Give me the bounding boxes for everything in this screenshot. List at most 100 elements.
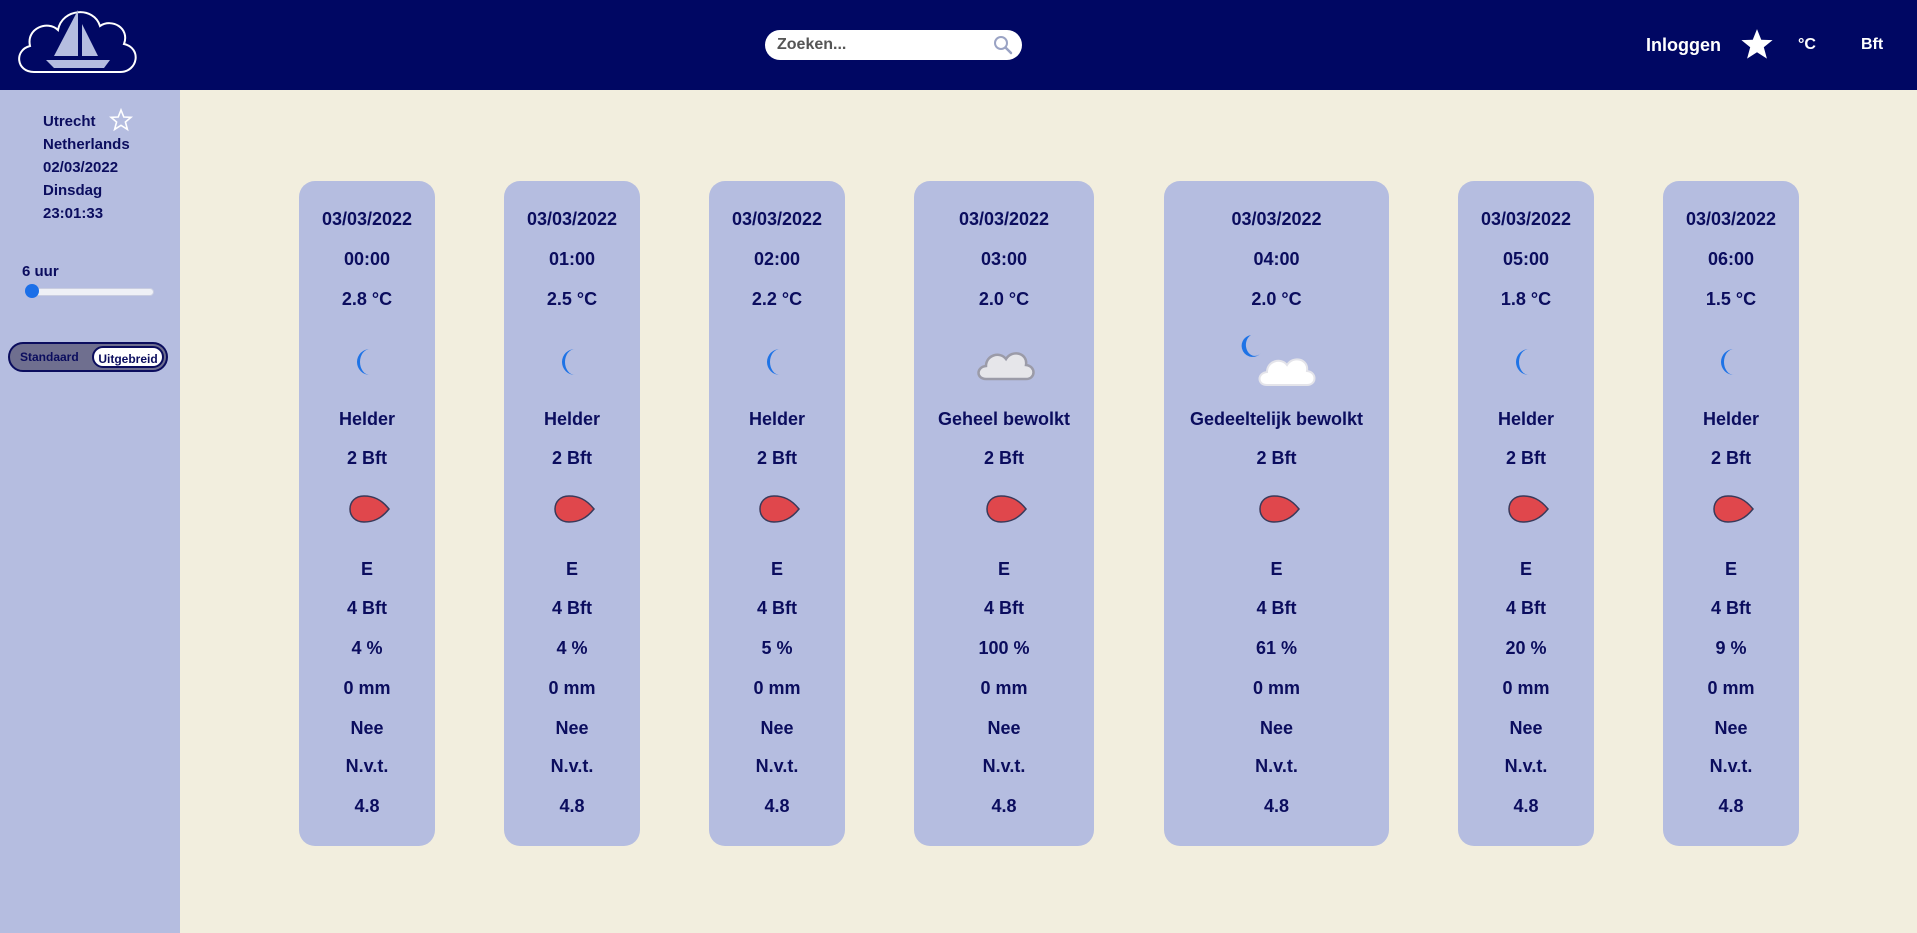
forecast-cloud-cover: 61 % <box>1255 638 1298 658</box>
forecast-cloud-cover: 4 % <box>556 638 588 658</box>
forecast-extra: N.v.t. <box>982 756 1026 776</box>
forecast-condition: Helder <box>338 409 396 429</box>
wind-direction-icon <box>1508 495 1549 523</box>
forecast-precipitation: 0 mm <box>343 678 391 698</box>
forecast-temperature: 1.5 °C <box>1705 289 1757 309</box>
forecast-time: 04:00 <box>1253 249 1300 269</box>
forecast-gust-force: 4 Bft <box>1711 598 1751 618</box>
forecast-extra: N.v.t. <box>1255 756 1298 776</box>
search-icon[interactable] <box>992 34 1014 56</box>
moon-icon <box>562 349 575 375</box>
sidebar: Utrecht Netherlands 02/03/2022 Dinsdag 2… <box>0 90 180 933</box>
forecast-wind-force: 2 Bft <box>757 448 797 468</box>
wind-direction-icon <box>1258 495 1300 523</box>
forecast-cloud-cover: 9 % <box>1715 638 1747 658</box>
forecast-extra: N.v.t. <box>1709 756 1753 776</box>
forecast-condition: Helder <box>748 409 806 429</box>
forecast-card: 03/03/2022 00:00 2.8 °C Helder 2 Bft E 4 Bft 4 … <box>299 181 435 846</box>
forecast-extra: N.v.t. <box>1504 756 1548 776</box>
forecast-precipitation: 0 mm <box>980 678 1028 698</box>
wind-direction-icon <box>349 495 390 523</box>
wind-direction-icon <box>986 495 1027 523</box>
wind-direction-icon <box>1713 495 1754 523</box>
forecast-value: 4.8 <box>354 796 380 816</box>
forecast-condition: Gedeeltelijk bewolkt <box>1189 409 1364 429</box>
forecast-cloud-cover: 5 % <box>761 638 793 658</box>
forecast-wind-force: 2 Bft <box>1506 448 1546 468</box>
forecast-time: 03:00 <box>980 249 1028 269</box>
forecast-precipitation: 0 mm <box>1707 678 1755 698</box>
slider-thumb[interactable] <box>25 284 39 298</box>
forecast-value: 4.8 <box>991 796 1017 816</box>
forecast-temperature: 2.0 °C <box>978 289 1030 309</box>
forecast-snow: Nee <box>1259 718 1294 738</box>
star-outline-icon[interactable] <box>109 108 133 132</box>
current-time: 23:01:33 <box>43 205 104 222</box>
forecast-time: 05:00 <box>1502 249 1550 269</box>
forecast-condition: Helder <box>543 409 601 429</box>
forecast-snow: Nee <box>1714 718 1748 738</box>
moon-icon <box>767 349 780 375</box>
moon-icon <box>1721 349 1734 375</box>
toggle-extended[interactable]: Uitgebreid <box>92 346 164 368</box>
forecast-gust-force: 4 Bft <box>757 598 797 618</box>
forecast-time: 00:00 <box>343 249 391 269</box>
forecast-temperature: 2.5 °C <box>546 289 598 309</box>
forecast-date: 03/03/2022 <box>1231 209 1322 229</box>
forecast-cloud-cover: 20 % <box>1505 638 1547 658</box>
unit-wind-toggle[interactable]: Bft <box>1861 36 1884 53</box>
forecast-date: 03/03/2022 <box>321 209 413 229</box>
top-bar: Inloggen °C Bft <box>0 0 1917 90</box>
forecast-date: 03/03/2022 <box>731 209 823 229</box>
sailboat-cloud-logo[interactable] <box>12 2 142 86</box>
login-button[interactable]: Inloggen <box>1646 34 1721 55</box>
forecast-extra: N.v.t. <box>550 756 594 776</box>
forecast-card: 03/03/2022 02:00 2.2 °C Helder 2 Bft E 4 Bft 5 … <box>709 181 845 846</box>
star-icon[interactable] <box>1740 27 1774 61</box>
forecast-precipitation: 0 mm <box>1252 678 1301 698</box>
forecast-precipitation: 0 mm <box>1502 678 1550 698</box>
moon-cloud-icon <box>1241 335 1315 386</box>
forecast-card: 03/03/2022 01:00 2.5 °C Helder 2 Bft E 4 Bft 4 … <box>504 181 640 846</box>
forecast-condition: Helder <box>1702 409 1760 429</box>
forecast-precipitation: 0 mm <box>548 678 596 698</box>
search-box <box>765 30 1022 60</box>
forecast-gust-force: 4 Bft <box>1256 598 1297 618</box>
hours-slider[interactable] <box>25 284 154 298</box>
toggle-standard[interactable]: Standaard <box>20 350 79 364</box>
forecast-precipitation: 0 mm <box>753 678 801 698</box>
wind-direction-icon <box>554 495 595 523</box>
forecast-date: 03/03/2022 <box>1480 209 1572 229</box>
forecast-snow: Nee <box>987 718 1021 738</box>
moon-icon <box>357 349 370 375</box>
forecast-wind-direction: E <box>997 559 1010 579</box>
forecast-wind-force: 2 Bft <box>984 448 1024 468</box>
wind-direction-icon <box>759 495 800 523</box>
forecast-cloud-cover: 4 % <box>351 638 383 658</box>
forecast-wind-direction: E <box>1270 559 1283 579</box>
forecast-card: 03/03/2022 05:00 1.8 °C Helder 2 Bft E 4 Bft 20… <box>1458 181 1594 846</box>
forecast-cloud-cover: 100 % <box>978 638 1030 658</box>
forecast-value: 4.8 <box>1513 796 1539 816</box>
forecast-time: 06:00 <box>1707 249 1755 269</box>
forecast-value: 4.8 <box>559 796 585 816</box>
forecast-value: 4.8 <box>1718 796 1744 816</box>
country-name: Netherlands <box>43 136 130 153</box>
forecast-time: 02:00 <box>753 249 801 269</box>
forecast-wind-direction: E <box>1519 559 1532 579</box>
view-mode-toggle: Standaard Uitgebreid <box>8 342 168 372</box>
forecast-temperature: 1.8 °C <box>1500 289 1552 309</box>
forecast-card: 03/03/2022 04:00 2.0 °C Gedeeltelijk bewolk… <box>1164 181 1389 846</box>
location-info: Utrecht Netherlands 02/03/2022 Dinsdag 2… <box>43 108 133 225</box>
forecast-value: 4.8 <box>1263 796 1290 816</box>
unit-temperature-toggle[interactable]: °C <box>1798 36 1816 53</box>
forecast-time: 01:00 <box>548 249 596 269</box>
search-input[interactable] <box>777 36 977 54</box>
forecast-snow: Nee <box>1509 718 1543 738</box>
forecast-gust-force: 4 Bft <box>552 598 592 618</box>
forecast-wind-direction: E <box>360 559 373 579</box>
forecast-condition: Helder <box>1497 409 1555 429</box>
forecast-extra: N.v.t. <box>755 756 799 776</box>
forecast-date: 03/03/2022 <box>958 209 1050 229</box>
forecast-extra: N.v.t. <box>345 756 389 776</box>
